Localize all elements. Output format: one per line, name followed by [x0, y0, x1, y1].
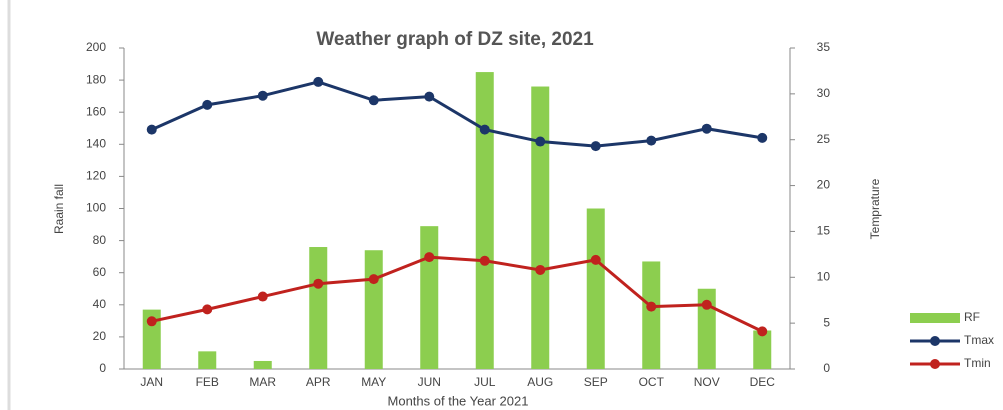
x-tick-label: MAR: [249, 375, 276, 389]
legend-swatch: [910, 313, 960, 323]
y-tick-label: 140: [86, 136, 106, 150]
point: [479, 124, 490, 135]
bar: [420, 226, 439, 369]
chart-title: Weather graph of DZ site, 2021: [316, 29, 594, 50]
point: [146, 316, 157, 327]
point: [257, 291, 268, 302]
y-tick-label: 80: [93, 233, 107, 247]
x-tick-label: JUL: [474, 375, 496, 389]
x-tick-label: FEB: [196, 375, 219, 389]
x-tick-label: OCT: [639, 375, 665, 389]
point: [535, 264, 546, 275]
x-tick-label: NOV: [694, 375, 720, 389]
bar: [531, 86, 550, 370]
x-axis-label: Months of the Year 2021: [388, 393, 529, 408]
y-tick-label: 60: [93, 265, 107, 279]
point: [757, 132, 768, 143]
y-tick-label: 20: [93, 329, 107, 343]
y2-tick-label: 15: [817, 224, 831, 238]
point: [701, 123, 712, 134]
bar: [309, 247, 328, 369]
point: [646, 135, 657, 146]
y-tick-label: 40: [93, 297, 107, 311]
legend-label: RF: [964, 310, 980, 324]
x-tick-label: MAY: [361, 375, 386, 389]
y2-axis-label: Temprature: [868, 178, 882, 239]
y-tick-label: 0: [99, 361, 106, 375]
y2-tick-label: 35: [817, 40, 831, 54]
bar: [753, 330, 772, 369]
point: [479, 255, 490, 266]
point: [313, 76, 324, 87]
point: [646, 301, 657, 312]
bar: [253, 360, 272, 369]
x-tick-label: JAN: [140, 375, 163, 389]
legend-label: Tmax: [964, 333, 994, 347]
x-tick-label: AUG: [527, 375, 553, 389]
point: [424, 252, 435, 263]
y2-tick-label: 20: [817, 178, 831, 192]
y2-tick-label: 25: [817, 132, 831, 146]
line: [151, 80, 763, 148]
y-tick-label: 120: [86, 169, 106, 183]
point: [590, 141, 601, 152]
point: [368, 95, 379, 106]
legend-marker: [930, 359, 940, 369]
point: [590, 254, 601, 265]
y-tick-label: 180: [86, 72, 106, 86]
bar: [475, 72, 494, 369]
point: [535, 136, 546, 147]
bar: [364, 250, 383, 369]
y2-tick-label: 5: [823, 315, 830, 329]
x-tick-label: DEC: [750, 375, 776, 389]
point: [202, 99, 213, 110]
point: [146, 124, 157, 135]
x-tick-label: SEP: [584, 375, 608, 389]
x-tick-label: JUN: [418, 375, 441, 389]
x-tick-label: APR: [306, 375, 331, 389]
y-tick-label: 100: [86, 201, 106, 215]
point: [257, 90, 268, 101]
y2-tick-label: 30: [817, 86, 831, 100]
bar: [586, 208, 605, 369]
point: [202, 304, 213, 315]
y-tick-label: 160: [86, 104, 106, 118]
y2-tick-label: 10: [817, 269, 831, 283]
point: [701, 299, 712, 310]
legend-label: Tmin: [964, 356, 991, 370]
bar: [642, 261, 661, 369]
point: [368, 274, 379, 285]
bar: [198, 351, 217, 369]
point: [424, 91, 435, 102]
point: [757, 326, 768, 337]
y2-tick-label: 0: [823, 361, 830, 375]
legend-marker: [930, 336, 940, 346]
point: [313, 278, 324, 289]
bar: [142, 309, 161, 369]
y-axis-label: Raain fall: [52, 184, 66, 234]
line: [151, 255, 763, 333]
y-tick-label: 200: [86, 40, 106, 54]
bar: [697, 288, 716, 369]
